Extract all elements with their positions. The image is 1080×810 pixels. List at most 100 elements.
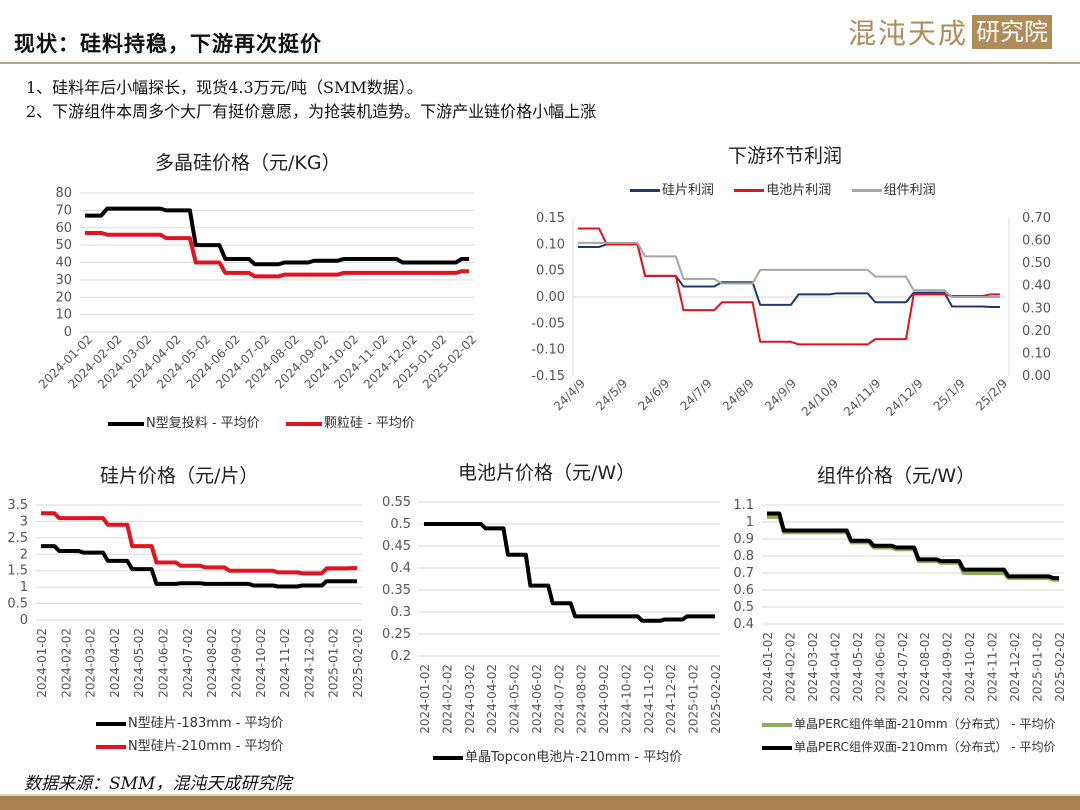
legend-downstream-profit: 硅片利润 电池片利润 组件利润 [630, 179, 936, 198]
y-tick-label: 50 [55, 238, 72, 253]
y-tick-label: 0.4 [733, 617, 754, 632]
y-tick-label: 2.5 [7, 531, 28, 546]
legend-label: N型硅片-210mm - 平均价 [128, 739, 284, 754]
x-tick-label: 2024-06-02 [530, 664, 544, 734]
y-tick-label: 1 [20, 580, 28, 595]
x-tick-label: 24/5/9 [593, 376, 630, 413]
x-tick-label: 24/11/9 [841, 376, 884, 419]
y-tick-label: 1.5 [7, 564, 28, 579]
x-tick-label: 2024-06-02 [157, 628, 171, 698]
series-line [767, 511, 1059, 581]
legend-swatch-gray [851, 189, 882, 192]
x-tick-label: 2024-04-02 [485, 664, 499, 734]
y-tick-label: 0.10 [536, 237, 565, 252]
y-tick-label: 3 [20, 514, 28, 529]
y-tick-label: 0.4 [390, 561, 411, 576]
y-tick-label: 0.9 [733, 532, 754, 547]
x-tick-label: 2024-01-02 [35, 628, 49, 698]
x-tick-label: 2024-05-02 [132, 628, 146, 698]
legend-polysilicon: N型复投料 - 平均价 颗粒硅 - 平均价 [108, 412, 415, 431]
logo-text: 混沌天成 [847, 17, 968, 50]
chart-title-cell: 电池片价格（元/W） [458, 462, 636, 484]
x-tick-label: 2025-01-02 [1031, 632, 1045, 702]
x-tick-label: 2025-02-02 [1053, 632, 1067, 702]
bullet-item: 1、硅料年后小幅探长，现货4.3万元/吨（SMM数据）。 [26, 78, 423, 97]
logo: 混沌天成 研究院 [848, 12, 1052, 52]
y-tick-label: 40 [55, 256, 72, 271]
x-tick-label: 2025-01-02 [687, 664, 701, 734]
x-tick-label: 2024-03-02 [806, 632, 820, 702]
data-source: 数据来源：SMM，混沌天成研究院 [24, 774, 292, 794]
x-tick-label: 2024-05-02 [508, 664, 522, 734]
legend-swatch-red [285, 421, 322, 426]
legend-label: 单晶PERC组件双面-210mm（分布式） - 平均价 [794, 740, 1056, 754]
header-divider [0, 62, 1080, 64]
y-tick-label: 0.6 [733, 583, 754, 598]
x-tick-label: 2024-10-02 [254, 628, 268, 698]
x-tick-label: 2024-02-02 [783, 632, 797, 702]
y-tick-label: 0.55 [382, 495, 411, 510]
y-tick-label: 0.5 [390, 517, 411, 532]
x-tick-label: 2024-10-02 [963, 632, 977, 702]
y-tick-label: 0 [64, 325, 72, 340]
legend-label: N型复投料 - 平均价 [146, 416, 260, 431]
y-tick-label: 0.5 [733, 600, 754, 615]
series-line [578, 243, 1000, 309]
y-tick-label: 20 [55, 290, 72, 305]
legend-label: 硅片利润 [662, 183, 715, 198]
x-tick-label: 2024-09-02 [597, 664, 611, 734]
legend-label: 组件利润 [883, 183, 936, 198]
chart-title-downstream-profit: 下游环节利润 [728, 145, 843, 167]
x-tick-label: 2024-04-02 [108, 628, 122, 698]
y-tick-label: 0.7 [733, 566, 754, 581]
legend-swatch-red [96, 744, 126, 749]
x-tick-label: 2024-08-02 [575, 664, 589, 734]
legend-swatch-green [762, 722, 792, 727]
y-tick-label: 60 [55, 221, 72, 236]
x-tick-label: 2024-02-02 [440, 664, 454, 734]
legend-wafer: N型硅片-183mm - 平均价 N型硅片-210mm - 平均价 [96, 712, 284, 758]
x-tick-label: 2024-08-02 [205, 628, 219, 698]
x-tick-label: 2024-10-02 [619, 664, 633, 734]
x-tick-label: 2024-02-02 [59, 628, 73, 698]
y-tick-label: 0.3 [390, 605, 411, 620]
x-tick-label: 24/12/9 [883, 376, 926, 419]
x-tick-label: 25/2/9 [973, 376, 1010, 413]
y2-tick-label: 0.30 [1022, 301, 1051, 316]
series-line [578, 241, 1000, 298]
bullet-list: 1、硅料年后小幅探长，现货4.3万元/吨（SMM数据）。 2、下游组件本周多个大… [26, 76, 596, 124]
y-tick-label: 0.45 [382, 539, 411, 554]
legend-swatch-red [734, 189, 765, 192]
y2-tick-label: 0.40 [1022, 279, 1051, 294]
chart-polysilicon: 010203040506070802024-01-022024-02-02202… [36, 186, 479, 391]
chart-title-module: 组件价格（元/W） [817, 465, 976, 487]
x-tick-label: 2024-11-02 [278, 628, 292, 698]
chart-title-wafer: 硅片价格（元/片） [100, 465, 259, 487]
legend-label: 单晶PERC组件单面-210mm（分布式） - 平均价 [794, 717, 1056, 731]
x-tick-label: 2024-12-02 [664, 664, 678, 734]
y2-tick-label: 0.00 [1022, 369, 1051, 384]
x-tick-label: 2025-01-02 [327, 628, 341, 698]
series-line [85, 206, 469, 267]
x-tick-label: 2024-12-02 [302, 628, 316, 698]
series-line [578, 227, 1000, 346]
x-tick-label: 2025-02-02 [709, 664, 723, 734]
x-tick-label: 2024-08-02 [918, 632, 932, 702]
legend-label: 颗粒硅 - 平均价 [323, 416, 415, 431]
y-tick-label: 0.25 [382, 627, 411, 642]
y-tick-label: 0.2 [390, 649, 411, 664]
x-tick-label: 2024-03-02 [84, 628, 98, 698]
x-tick-label: 2024-11-02 [642, 664, 656, 734]
x-tick-label: 2024-09-02 [941, 632, 955, 702]
y-tick-label: 0.5 [7, 597, 28, 612]
y2-tick-label: 0.60 [1022, 234, 1051, 249]
legend-swatch-navy [630, 189, 660, 192]
legend-cell: 单晶Topcon电池片-210mm - 平均价 [433, 746, 682, 765]
legend-swatch-black [762, 745, 792, 750]
y-tick-label: -0.15 [531, 369, 565, 384]
bullet-item: 2、下游组件本周多个大厂有挺价意愿，为抢装机造势。下游产业链价格小幅上涨 [26, 102, 597, 121]
y-tick-label: 0.00 [536, 290, 565, 305]
y-tick-label: 30 [55, 273, 72, 288]
y-tick-label: 2 [20, 547, 28, 562]
x-tick-label: 24/9/9 [762, 376, 799, 413]
